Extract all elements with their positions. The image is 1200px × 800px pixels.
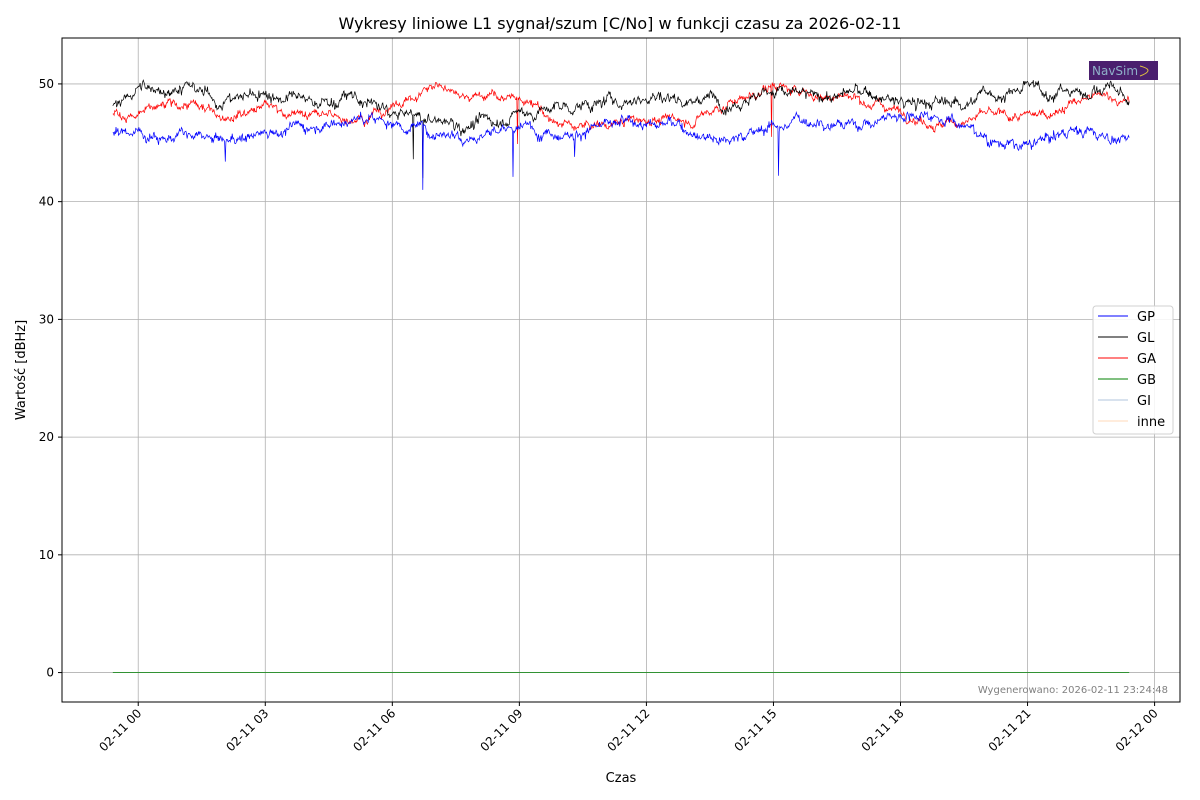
- legend-label-gl: GL: [1137, 331, 1155, 346]
- x-tick-label: 02-11 21: [986, 706, 1034, 754]
- x-axis-ticks: 02-11 00 02-11 03 02-11 06 02-11 09 02-11 12…: [96, 702, 1161, 754]
- y-tick-label: 30: [39, 312, 54, 326]
- legend-label-gi: GI: [1137, 394, 1151, 409]
- navsim-logo: NavSim: [1089, 61, 1158, 80]
- x-tick-label: 02-11 03: [223, 706, 271, 754]
- series-line-gl: [112, 79, 1130, 179]
- grid: [62, 38, 1180, 702]
- legend: GP GL GA GB GI inne: [1092, 305, 1174, 435]
- legend-label-inne: inne: [1137, 415, 1165, 430]
- x-tick-label: 02-11 06: [350, 706, 398, 754]
- x-tick-label: 02-12 00: [1113, 706, 1161, 754]
- generated-timestamp: Wygenerowano: 2026-02-11 23:24:48: [978, 685, 1168, 696]
- x-axis-label: Czas: [606, 771, 637, 786]
- logo-text: NavSim: [1092, 64, 1138, 78]
- series-lines: [112, 79, 1130, 673]
- y-axis-ticks: 0 10 20 30 40 50: [39, 77, 62, 680]
- x-tick-label: 02-11 18: [859, 706, 907, 754]
- x-tick-label: 02-11 00: [96, 706, 144, 754]
- plot-frame: [61, 37, 1181, 703]
- x-tick-label: 02-11 12: [604, 706, 652, 754]
- legend-label-ga: GA: [1137, 352, 1156, 367]
- y-tick-label: 40: [39, 195, 54, 209]
- x-tick-label: 02-11 09: [477, 706, 525, 754]
- chart-title: Wykresy liniowe L1 sygnał/szum [C/No] w …: [339, 14, 902, 33]
- y-tick-label: 20: [39, 430, 54, 444]
- y-tick-label: 10: [39, 548, 54, 562]
- x-tick-label: 02-11 15: [732, 706, 780, 754]
- legend-label-gp: GP: [1137, 310, 1155, 325]
- series-line-gp: [112, 111, 1130, 190]
- y-tick-label: 0: [46, 666, 54, 680]
- y-tick-label: 50: [39, 77, 54, 91]
- y-axis-label: Wartość [dBHz]: [14, 320, 29, 420]
- legend-label-gb: GB: [1137, 373, 1156, 388]
